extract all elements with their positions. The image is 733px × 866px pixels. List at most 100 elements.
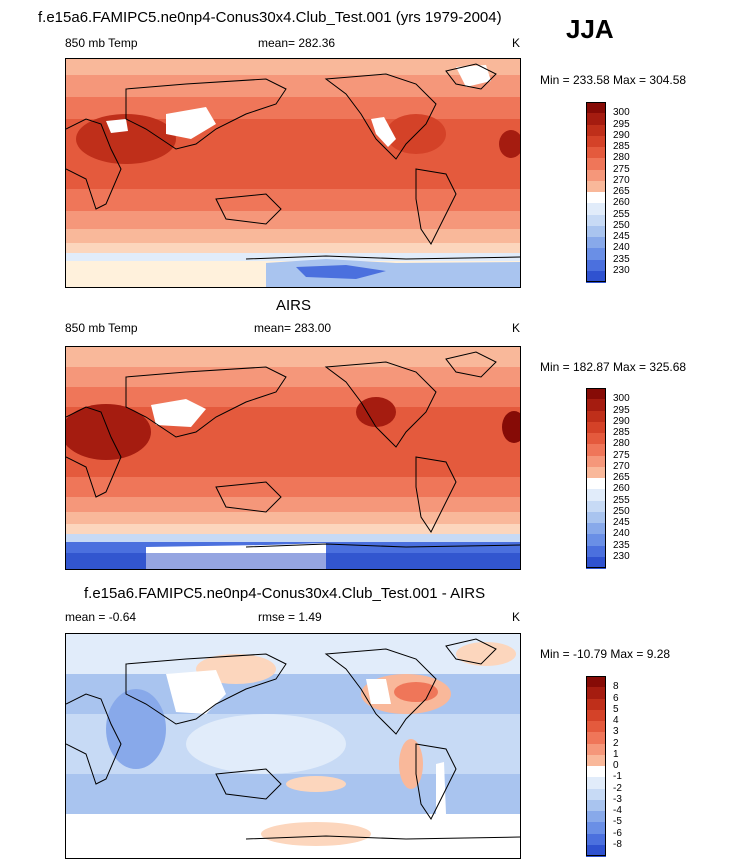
colorbar-cell bbox=[586, 169, 606, 182]
colorbar-tick-label: 260 bbox=[613, 483, 630, 495]
coast-eurasia bbox=[125, 78, 287, 150]
panel2-colorbar bbox=[586, 388, 606, 569]
band-s-high bbox=[66, 512, 520, 524]
colorbar-tick-label: -8 bbox=[613, 838, 622, 850]
colorbar-cell bbox=[586, 676, 606, 688]
colorbar-tick-label: 2 bbox=[613, 737, 619, 749]
colorbar-cell bbox=[586, 225, 606, 238]
panel1-mean-label: mean= 282.36 bbox=[258, 36, 336, 50]
colorbar-tick-label: 295 bbox=[613, 404, 630, 416]
colorbar-cell bbox=[586, 444, 606, 456]
coastlines bbox=[66, 63, 520, 260]
coast-africa bbox=[66, 406, 122, 498]
coast-eurasia bbox=[125, 653, 287, 725]
coast-south-america bbox=[415, 456, 457, 533]
band-s-mid bbox=[66, 189, 520, 211]
colorbar-cell bbox=[586, 399, 606, 411]
panel3-range-text: Min = -10.79 Max = 9.28 bbox=[540, 647, 671, 661]
colorbar-tick-label: 5 bbox=[613, 703, 619, 715]
colorbar-cell bbox=[586, 248, 606, 260]
panel3-colorbar bbox=[586, 676, 606, 857]
colorbar-tick-label: 300 bbox=[613, 393, 630, 405]
antarctica-cold-core bbox=[296, 265, 386, 279]
hot-africa-east bbox=[502, 411, 520, 443]
colorbar-cell bbox=[586, 822, 606, 834]
colorbar-cell bbox=[586, 113, 606, 125]
panel2-colorbar-frame bbox=[586, 388, 606, 568]
panel3-colorbar-frame bbox=[586, 676, 606, 856]
band-arctic bbox=[66, 347, 520, 367]
colorbar-tick-label: 235 bbox=[613, 253, 630, 265]
tibet-missing bbox=[166, 670, 226, 714]
antarctica-core bbox=[66, 553, 520, 569]
colorbar-tick-label: 235 bbox=[613, 539, 630, 551]
colorbar-tick-label: 250 bbox=[613, 219, 630, 231]
colorbar-tick-label: 255 bbox=[613, 208, 630, 220]
colorbar-cell bbox=[586, 388, 606, 400]
colorbar-cell bbox=[586, 777, 606, 789]
colorbar-cell bbox=[586, 147, 606, 159]
colorbar-cell bbox=[586, 192, 606, 204]
panel1-map bbox=[65, 58, 521, 288]
coast-north-america bbox=[324, 361, 437, 448]
colorbar-tick-label: 230 bbox=[613, 550, 630, 562]
colorbar-cell bbox=[586, 102, 606, 114]
season-label: JJA bbox=[566, 14, 614, 44]
coast-africa bbox=[66, 693, 122, 785]
coast-south-america bbox=[415, 743, 457, 820]
panel1-map-svg bbox=[66, 59, 520, 287]
colorbar-tick-label: -2 bbox=[613, 782, 622, 794]
rockies-missing bbox=[371, 117, 396, 147]
colorbar-cell bbox=[586, 124, 606, 137]
coast-australia bbox=[215, 481, 282, 513]
hot-africa-east bbox=[499, 130, 520, 158]
coast-africa bbox=[66, 118, 122, 210]
rockies-missing bbox=[366, 679, 391, 704]
band-s-mid bbox=[66, 477, 520, 497]
coast-north-america bbox=[324, 73, 437, 160]
coast-greenland bbox=[445, 63, 497, 90]
colorbar-tick-label: 270 bbox=[613, 174, 630, 186]
warm-s-pacific bbox=[286, 776, 346, 792]
panel3-map-svg bbox=[66, 634, 520, 858]
antarctica-missing-mid bbox=[266, 543, 326, 569]
colorbar-tick-label: -6 bbox=[613, 827, 622, 839]
warm-namerica-core bbox=[394, 682, 438, 702]
colorbar-tick-label: 4 bbox=[613, 715, 619, 726]
colorbar-tick-label: 245 bbox=[613, 517, 630, 528]
hot-namerica bbox=[356, 397, 396, 427]
colorbar-cell bbox=[586, 421, 606, 434]
band-s-mid2 bbox=[66, 211, 520, 229]
colorbar-cell bbox=[586, 754, 606, 767]
colorbar-cell bbox=[586, 158, 606, 170]
colorbar-cell bbox=[586, 489, 606, 501]
panel3-rmse-label: rmse = 1.49 bbox=[258, 610, 322, 624]
colorbar-tick-label: 230 bbox=[613, 264, 630, 276]
colorbar-tick-label: 260 bbox=[613, 197, 630, 209]
panel2-map bbox=[65, 346, 521, 570]
colorbar-cell bbox=[586, 523, 606, 535]
coastlines bbox=[66, 638, 520, 840]
colorbar-cell bbox=[586, 180, 606, 193]
panel2-left-label: 850 mb Temp bbox=[65, 321, 138, 335]
colorbar-tick-label: 0 bbox=[613, 760, 619, 771]
colorbar-tick-label: 300 bbox=[613, 107, 630, 119]
colorbar-cell bbox=[586, 500, 606, 513]
colorbar-cell bbox=[586, 455, 606, 468]
band-n-high bbox=[66, 367, 520, 387]
colorbar-tick-label: 1 bbox=[613, 748, 619, 760]
colorbar-tick-label: 275 bbox=[613, 163, 630, 175]
colorbar-tick-label: 265 bbox=[613, 472, 630, 483]
colorbar-tick-label: -5 bbox=[613, 816, 622, 828]
panel1-title: f.e15a6.FAMIPC5.ne0np4-Conus30x4.Club_Te… bbox=[38, 9, 502, 26]
colorbar-cell bbox=[586, 556, 606, 569]
band-s-high bbox=[66, 229, 520, 243]
panel2-title: AIRS bbox=[276, 297, 312, 314]
colorbar-tick-label: 6 bbox=[613, 692, 619, 704]
colorbar-tick-label: -3 bbox=[613, 793, 622, 805]
panel3-left-label: mean = -0.64 bbox=[65, 610, 137, 624]
panel3-map bbox=[65, 633, 521, 859]
panel1-left-label: 850 mb Temp bbox=[65, 36, 138, 50]
colorbar-cell bbox=[586, 433, 606, 445]
colorbar-tick-label: 290 bbox=[613, 415, 630, 427]
